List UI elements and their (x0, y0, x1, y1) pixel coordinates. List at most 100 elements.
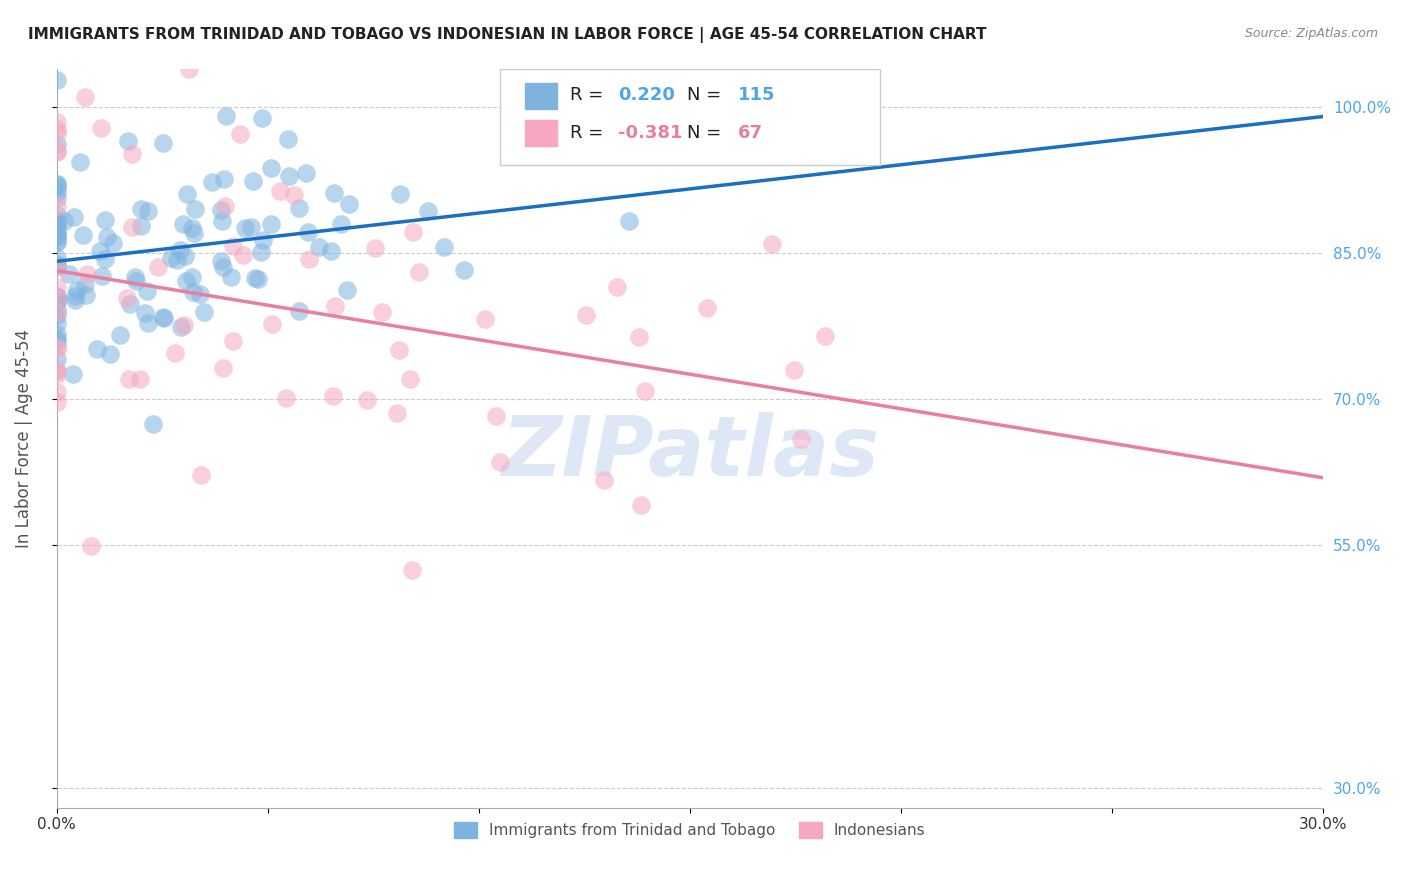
Point (45, 214, 67, 228)
Point (62, 367, 84, 381)
Point (278, 169, 301, 184)
Point (193, 305, 215, 319)
Point (45, 291, 67, 305)
Point (262, 317, 284, 331)
Point (295, 166, 318, 180)
Point (364, 241, 387, 255)
Point (214, 198, 236, 212)
Point (232, 248, 254, 262)
Text: N =: N = (688, 124, 727, 142)
Point (174, 274, 197, 288)
Point (260, 217, 283, 231)
Point (370, 304, 392, 318)
Point (337, 197, 360, 211)
Point (80, 539, 103, 553)
Point (90, 121, 112, 136)
Point (45, 302, 67, 317)
Point (215, 109, 238, 123)
Point (180, 270, 202, 285)
Y-axis label: In Labor Force | Age 45-54: In Labor Force | Age 45-54 (15, 328, 32, 548)
Point (211, 214, 233, 228)
Point (322, 389, 344, 403)
Point (166, 252, 188, 267)
Point (45, 228, 67, 243)
Point (222, 334, 245, 349)
Point (45, 259, 67, 273)
Point (45, 126, 67, 140)
Point (45, 280, 67, 294)
Point (180, 220, 202, 235)
Point (385, 406, 408, 420)
Point (45, 227, 67, 242)
Point (319, 244, 342, 258)
Point (240, 220, 263, 235)
Point (761, 236, 783, 251)
Point (45, 73, 67, 87)
Point (45, 363, 67, 377)
Text: 0.220: 0.220 (617, 87, 675, 104)
Point (489, 454, 512, 468)
Point (98, 346, 121, 360)
FancyBboxPatch shape (501, 69, 880, 165)
Point (630, 498, 652, 512)
Point (402, 225, 425, 239)
Point (634, 384, 657, 399)
Point (45, 115, 67, 129)
Point (142, 417, 165, 432)
Point (66, 283, 89, 297)
Point (152, 310, 174, 325)
Point (297, 225, 319, 239)
Point (152, 136, 174, 151)
Point (129, 372, 152, 386)
Point (146, 260, 169, 274)
Point (323, 299, 346, 313)
Point (129, 219, 152, 233)
Point (45, 293, 67, 308)
Point (45, 180, 67, 194)
Point (627, 330, 650, 344)
Point (575, 308, 598, 322)
Point (124, 269, 146, 284)
Point (183, 226, 205, 240)
Point (45, 145, 67, 160)
Point (188, 287, 211, 301)
Point (45, 289, 67, 303)
Point (45, 178, 67, 192)
Point (269, 184, 291, 198)
Point (69, 155, 91, 169)
Point (134, 306, 156, 320)
Point (242, 174, 264, 188)
Point (120, 297, 142, 311)
Point (433, 240, 456, 254)
Point (250, 112, 273, 126)
Point (247, 272, 270, 286)
Point (45, 327, 67, 342)
Point (233, 221, 256, 235)
Text: -0.381: -0.381 (617, 124, 682, 142)
Point (173, 318, 195, 333)
Point (408, 265, 430, 279)
Point (45, 260, 67, 274)
Point (115, 291, 138, 305)
Point (45, 234, 67, 248)
Point (172, 217, 194, 231)
Point (45, 364, 67, 378)
Point (277, 131, 299, 145)
Point (229, 128, 252, 142)
Point (45, 122, 67, 136)
Point (136, 204, 159, 219)
Point (222, 238, 245, 252)
Point (212, 172, 235, 186)
Point (45, 185, 67, 199)
Point (388, 343, 411, 358)
Point (169, 243, 191, 257)
Point (136, 316, 159, 330)
Text: 115: 115 (738, 87, 776, 104)
Point (398, 371, 420, 385)
Point (308, 240, 330, 254)
Point (45, 334, 67, 349)
Point (75, 288, 97, 302)
Point (72, 228, 94, 243)
Bar (526, 120, 557, 146)
Point (485, 409, 508, 423)
